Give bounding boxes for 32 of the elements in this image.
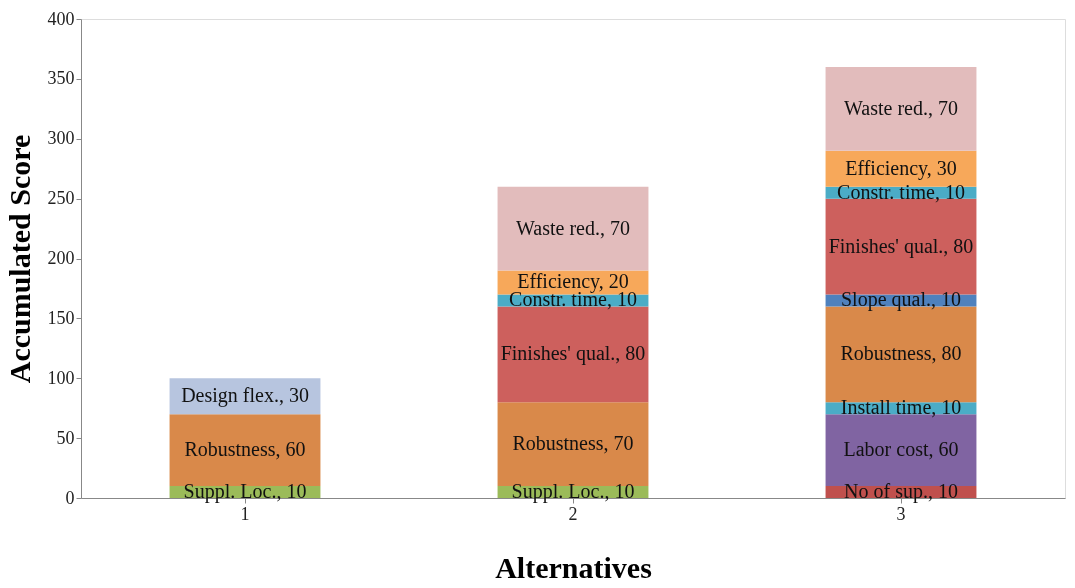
y-tick-label: 350 <box>47 68 75 89</box>
y-axis-title: Accumulated Score <box>2 134 36 384</box>
x-tick-label: 2 <box>568 503 578 524</box>
data-label: Suppl. Loc., 10 <box>511 480 635 504</box>
y-tick-label: 400 <box>47 8 75 29</box>
data-label: Slope qual., 10 <box>841 288 961 312</box>
data-label: Robustness, 80 <box>840 342 962 365</box>
data-label: Labor cost, 60 <box>843 438 959 461</box>
data-label: Finishes' qual., 80 <box>500 342 646 366</box>
data-label: Design flex., 30 <box>181 384 309 408</box>
y-tick-label: 300 <box>47 128 75 149</box>
y-tick-label: 150 <box>47 307 75 328</box>
data-label: No of sup., 10 <box>844 480 958 504</box>
bar <box>497 186 649 271</box>
data-label: Waste red., 70 <box>516 216 630 239</box>
y-tick-label: 50 <box>56 427 75 448</box>
bar <box>825 66 977 151</box>
data-label: Finishes' qual., 80 <box>828 234 974 258</box>
data-label: Efficiency, 30 <box>845 156 957 180</box>
data-label: Suppl. Loc., 10 <box>183 480 307 504</box>
data-label: Install time, 10 <box>840 396 962 419</box>
data-label: Constr. time, 10 <box>837 180 965 203</box>
x-tick-label: 1 <box>240 503 250 524</box>
x-axis-title: Alternatives <box>495 550 652 584</box>
data-label: Waste red., 70 <box>844 96 958 119</box>
y-tick-label: 200 <box>47 248 75 268</box>
y-tick-label: 250 <box>47 188 75 209</box>
y-tick-label: 0 <box>65 487 75 508</box>
data-label: Robustness, 70 <box>512 432 634 455</box>
y-tick-label: 100 <box>47 367 75 388</box>
data-label: Robustness, 60 <box>184 438 306 461</box>
x-tick-label: 3 <box>896 503 906 524</box>
